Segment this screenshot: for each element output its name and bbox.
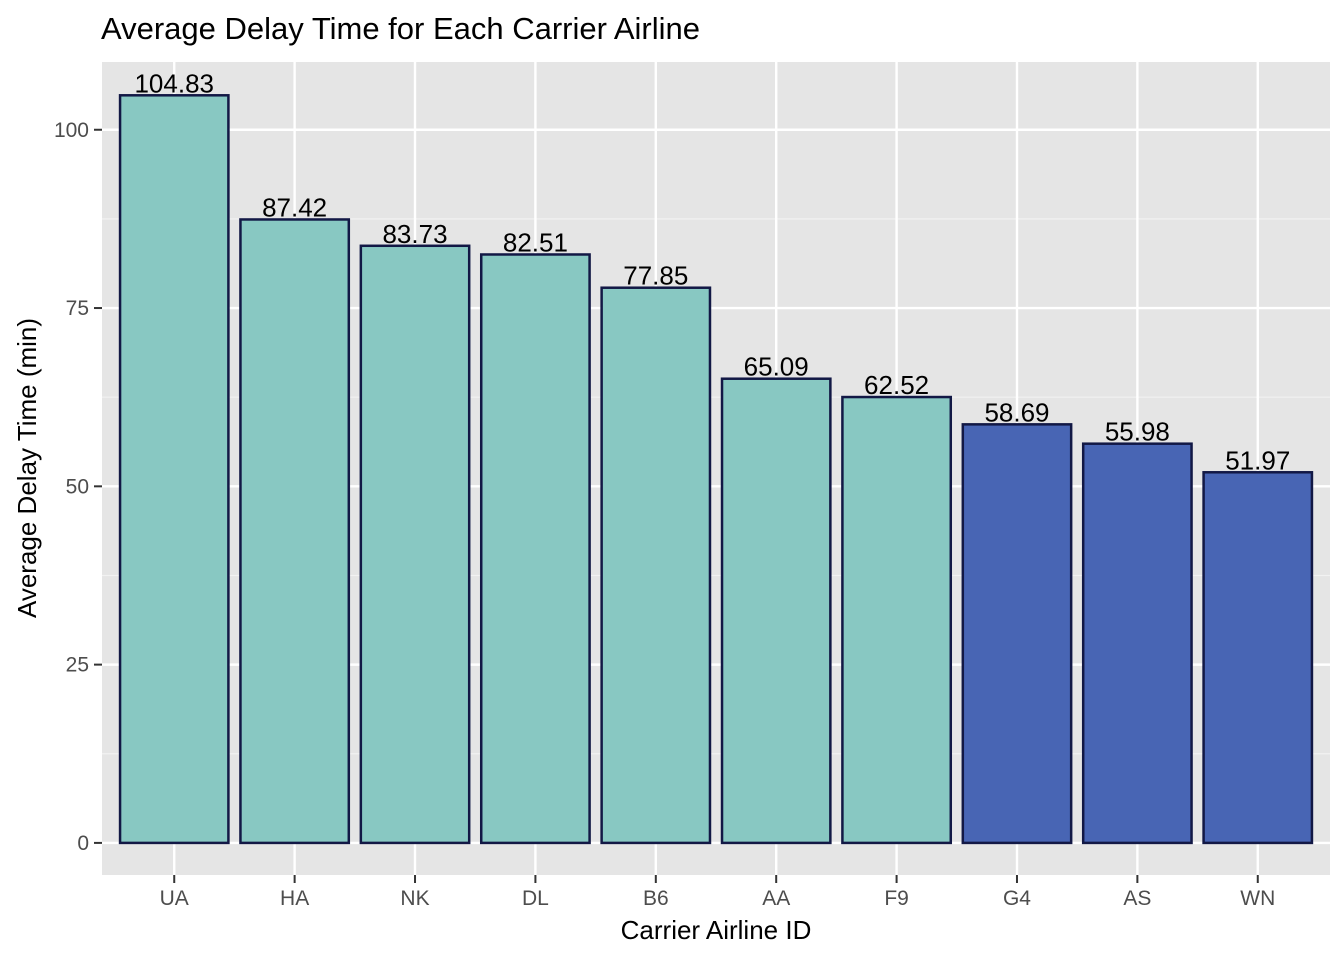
x-axis-title: Carrier Airline ID bbox=[621, 915, 812, 945]
x-axis: UA HA NK DL B6 AA F9 G4 AS WN bbox=[160, 875, 1275, 910]
bar-dl bbox=[479, 253, 591, 845]
bar-g4 bbox=[961, 423, 1073, 845]
bar-ha bbox=[239, 218, 351, 845]
data-label: 62.52 bbox=[864, 370, 929, 400]
x-tick-label: WN bbox=[1240, 887, 1275, 910]
bar-nk bbox=[359, 244, 471, 845]
data-label: 83.73 bbox=[382, 219, 447, 249]
y-tick-label: 25 bbox=[66, 654, 89, 677]
data-label: 55.98 bbox=[1105, 417, 1170, 447]
data-label: 65.09 bbox=[744, 352, 809, 382]
data-labels: 104.83 87.42 83.73 82.51 77.85 65.09 62.52 58.6… bbox=[134, 68, 1290, 475]
bar-b6 bbox=[600, 286, 712, 845]
y-tick-label: 75 bbox=[66, 297, 89, 320]
y-axis: 0 25 50 75 100 bbox=[54, 119, 102, 855]
bar-f9 bbox=[841, 395, 953, 845]
chart-title: Average Delay Time for Each Carrier Airl… bbox=[101, 11, 700, 46]
bar-aa bbox=[720, 377, 832, 845]
bars bbox=[118, 94, 1314, 845]
y-tick-label: 50 bbox=[66, 475, 89, 498]
y-tick-label: 100 bbox=[54, 119, 89, 142]
x-tick-label: NK bbox=[400, 887, 429, 910]
bar-ua bbox=[118, 94, 230, 845]
data-label: 87.42 bbox=[262, 192, 327, 222]
x-tick-label: AS bbox=[1123, 887, 1151, 910]
x-tick-label: G4 bbox=[1003, 887, 1031, 910]
x-tick-label: DL bbox=[522, 887, 549, 910]
bar-wn bbox=[1202, 471, 1314, 845]
x-tick-label: UA bbox=[160, 887, 189, 910]
y-tick-label: 0 bbox=[77, 832, 89, 855]
data-label: 58.69 bbox=[984, 397, 1049, 427]
data-label: 51.97 bbox=[1225, 445, 1290, 475]
y-axis-title: Average Delay Time (min) bbox=[12, 318, 42, 618]
x-tick-label: HA bbox=[280, 887, 309, 910]
x-tick-label: B6 bbox=[643, 887, 669, 910]
x-tick-label: F9 bbox=[884, 887, 909, 910]
data-label: 77.85 bbox=[623, 261, 688, 291]
data-label: 82.51 bbox=[503, 227, 568, 257]
data-label: 104.83 bbox=[134, 68, 214, 98]
x-tick-label: AA bbox=[762, 887, 790, 910]
bar-as bbox=[1081, 442, 1193, 845]
